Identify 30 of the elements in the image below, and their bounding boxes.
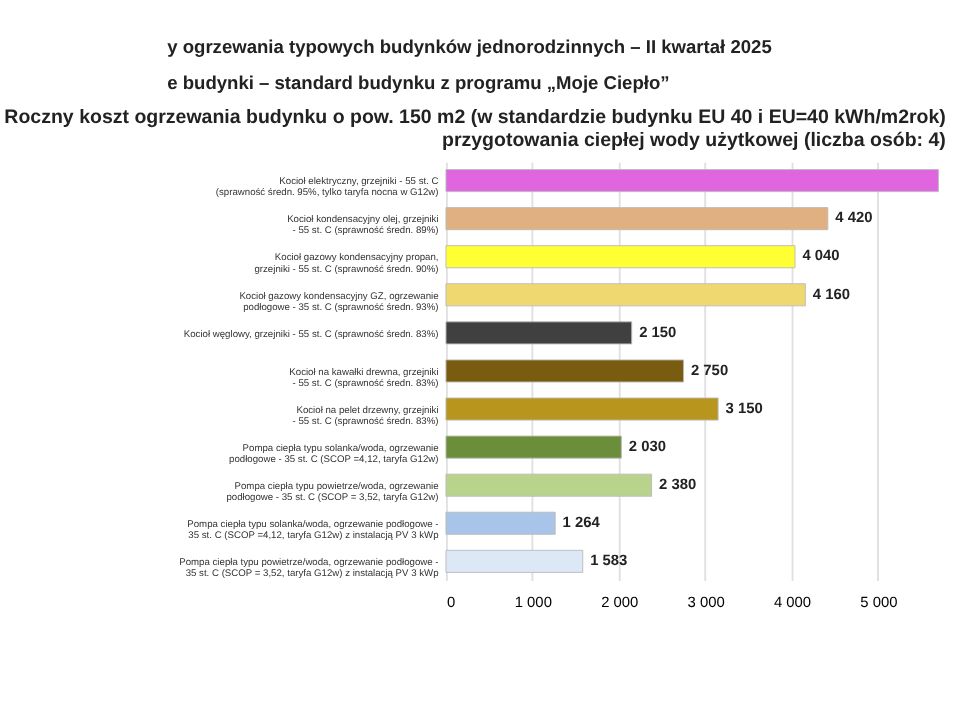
data-label: 4 420 [835, 208, 873, 227]
data-label: 4 160 [812, 284, 850, 303]
bar [445, 435, 622, 459]
bar [445, 321, 633, 345]
bar [445, 169, 939, 193]
data-label: 4 040 [802, 246, 840, 265]
data-label: 1 264 [562, 512, 602, 531]
chart-title: Roczny koszt ogrzewania budynku o pow. 150 m2 (w standardzie budynku EU 40 i EU=40 kWh/m2rok) przygotowania ciepłej wody użytkowej (liczba osób: 4) [4, 106, 946, 153]
x-tick-label: 1 000 [514, 592, 552, 611]
x-tick-label: 0 [446, 592, 456, 611]
bar [445, 511, 556, 535]
bar [445, 359, 685, 383]
bar [445, 207, 829, 231]
bar [445, 283, 806, 307]
x-tick-label: 5 000 [860, 592, 898, 611]
data-label: 2 030 [628, 436, 666, 455]
bar [445, 549, 584, 573]
data-label: 2 750 [690, 360, 729, 379]
bar [445, 473, 653, 497]
bar [445, 397, 719, 421]
text: e budynki – standard budynku z programu „Moje Ciepło” [167, 72, 670, 93]
x-tick-label: 3 000 [687, 592, 725, 611]
x-tick-label: 4 000 [773, 592, 812, 611]
data-label: 3 150 [725, 398, 763, 417]
bar [445, 245, 796, 269]
x-tick-label: 2 000 [601, 592, 639, 611]
text: y ogrzewania typowych budynków jednorodzinnych – II kwartał 2025 [167, 37, 772, 58]
data-label: 2 150 [639, 322, 677, 341]
data-label: 2 380 [659, 474, 697, 493]
data-label: 1 583 [590, 551, 628, 570]
